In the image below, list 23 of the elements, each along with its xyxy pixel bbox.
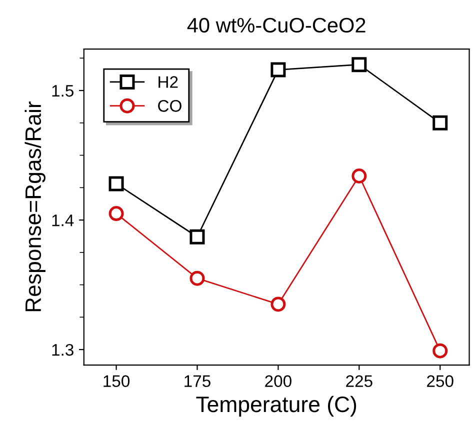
x-tick-label: 175 [184,375,210,388]
point [352,57,367,72]
x-tick-label: 250 [427,375,454,388]
point [190,270,205,286]
y-tick-label: 1.5 [52,85,74,97]
x-tick-label: 225 [346,375,372,388]
point [432,343,448,358]
point [352,168,367,184]
legend-label: CO [158,100,182,112]
point [270,62,286,78]
point [108,206,124,222]
point [190,229,205,244]
legend-label: H2 [158,76,178,88]
x-tick-label: 150 [104,375,130,388]
point [270,296,286,312]
y-tick-label: 1.3 [52,344,74,356]
point [432,115,448,130]
x-tick-label: 200 [265,375,292,388]
y-tick-label: 1.4 [52,214,74,226]
y-axis-title: Response=Rgas/Rair [24,102,46,312]
x-axis-title: Temperature (C) [196,396,356,417]
chart-title: 40 wt%-CuO-CeO2 [187,18,366,33]
point [108,176,124,192]
